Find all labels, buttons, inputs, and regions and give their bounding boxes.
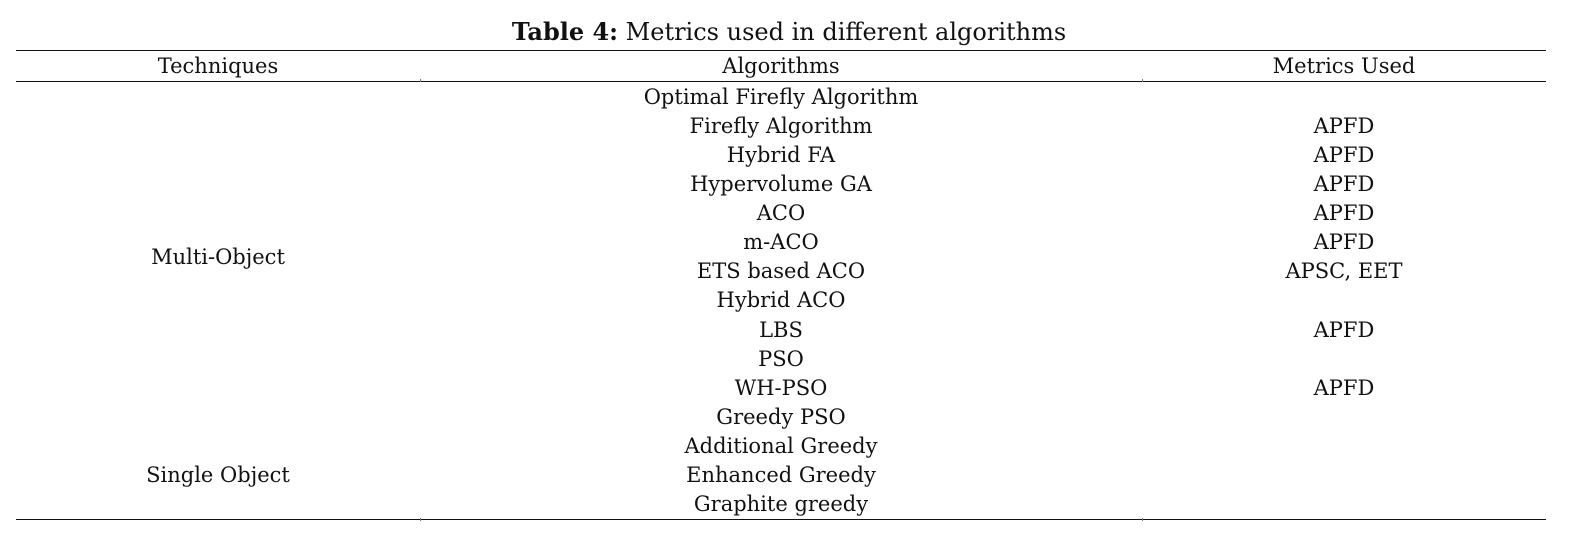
technique-multi-object: Multi-Object <box>151 245 285 269</box>
algorithm-cell: Additional Greedy <box>684 434 878 458</box>
algorithm-cell: Optimal Firefly Algorithm <box>643 85 919 109</box>
algorithm-cell: Hypervolume GA <box>690 172 872 196</box>
metric-cell: APFD <box>1313 143 1375 167</box>
bottom-rule <box>16 519 1546 520</box>
metric-cell: APFD <box>1313 230 1375 254</box>
table-caption-text: Metrics used in different algorithms <box>618 18 1067 46</box>
metric-cell: APFD <box>1313 172 1375 196</box>
metric-cell: APSC, EET <box>1285 259 1403 283</box>
algorithm-cell: Greedy PSO <box>716 405 846 429</box>
algorithm-cell: Enhanced Greedy <box>686 463 876 487</box>
technique-single-object: Single Object <box>146 463 290 487</box>
algorithm-cell: LBS <box>759 318 803 342</box>
header-metrics-used: Metrics Used <box>1272 54 1416 78</box>
metric-cell: APFD <box>1313 201 1375 225</box>
algorithm-cell: PSO <box>758 347 804 371</box>
metric-cell: APFD <box>1313 376 1375 400</box>
column-tick <box>1142 518 1143 521</box>
header-rule <box>16 81 1546 82</box>
header-algorithms: Algorithms <box>722 54 840 78</box>
header-techniques: Techniques <box>157 54 279 78</box>
algorithm-cell: Graphite greedy <box>693 492 869 516</box>
algorithm-cell: WH-PSO <box>734 376 828 400</box>
metric-cell: APFD <box>1313 318 1375 342</box>
algorithm-cell: ETS based ACO <box>696 259 866 283</box>
column-tick <box>1142 79 1143 82</box>
metric-cell: APFD <box>1313 114 1375 138</box>
table-caption: Table 4: Metrics used in different algor… <box>0 15 1578 49</box>
top-rule <box>16 50 1546 51</box>
column-tick <box>420 518 421 521</box>
algorithm-cell: ACO <box>756 201 806 225</box>
algorithm-cell: Hybrid FA <box>726 143 836 167</box>
column-tick <box>420 79 421 82</box>
table-caption-label: Table 4: <box>511 17 619 46</box>
algorithm-cell: Hybrid ACO <box>716 288 846 312</box>
algorithm-cell: m-ACO <box>743 230 819 254</box>
algorithm-cell: Firefly Algorithm <box>689 114 873 138</box>
